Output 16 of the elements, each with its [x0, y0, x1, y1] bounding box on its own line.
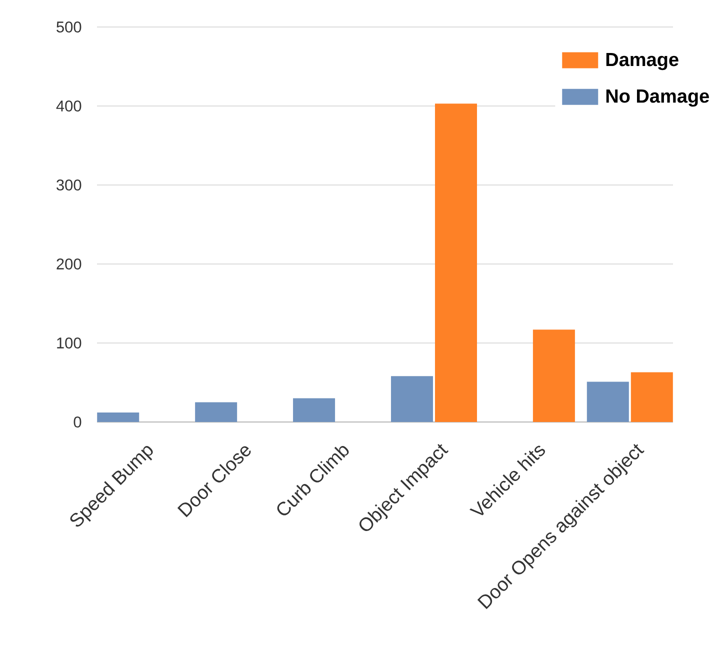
y-tick-label: 300 — [56, 180, 82, 190]
bar — [195, 402, 238, 422]
y-tick-label: 500 — [56, 22, 82, 32]
y-tick-label: 200 — [56, 258, 82, 270]
y-tick-label: 0 — [74, 416, 82, 428]
y-tick-label: 400 — [56, 100, 82, 112]
legend-label: No Damage — [606, 90, 709, 107]
bar — [630, 372, 673, 422]
bar — [434, 104, 477, 422]
bar — [97, 412, 140, 422]
y-tick-label: 100 — [57, 338, 82, 348]
bar — [293, 398, 336, 422]
bar — [390, 376, 433, 422]
legend-label: Damage — [606, 52, 678, 70]
bar — [532, 330, 575, 422]
bar — [586, 382, 629, 422]
